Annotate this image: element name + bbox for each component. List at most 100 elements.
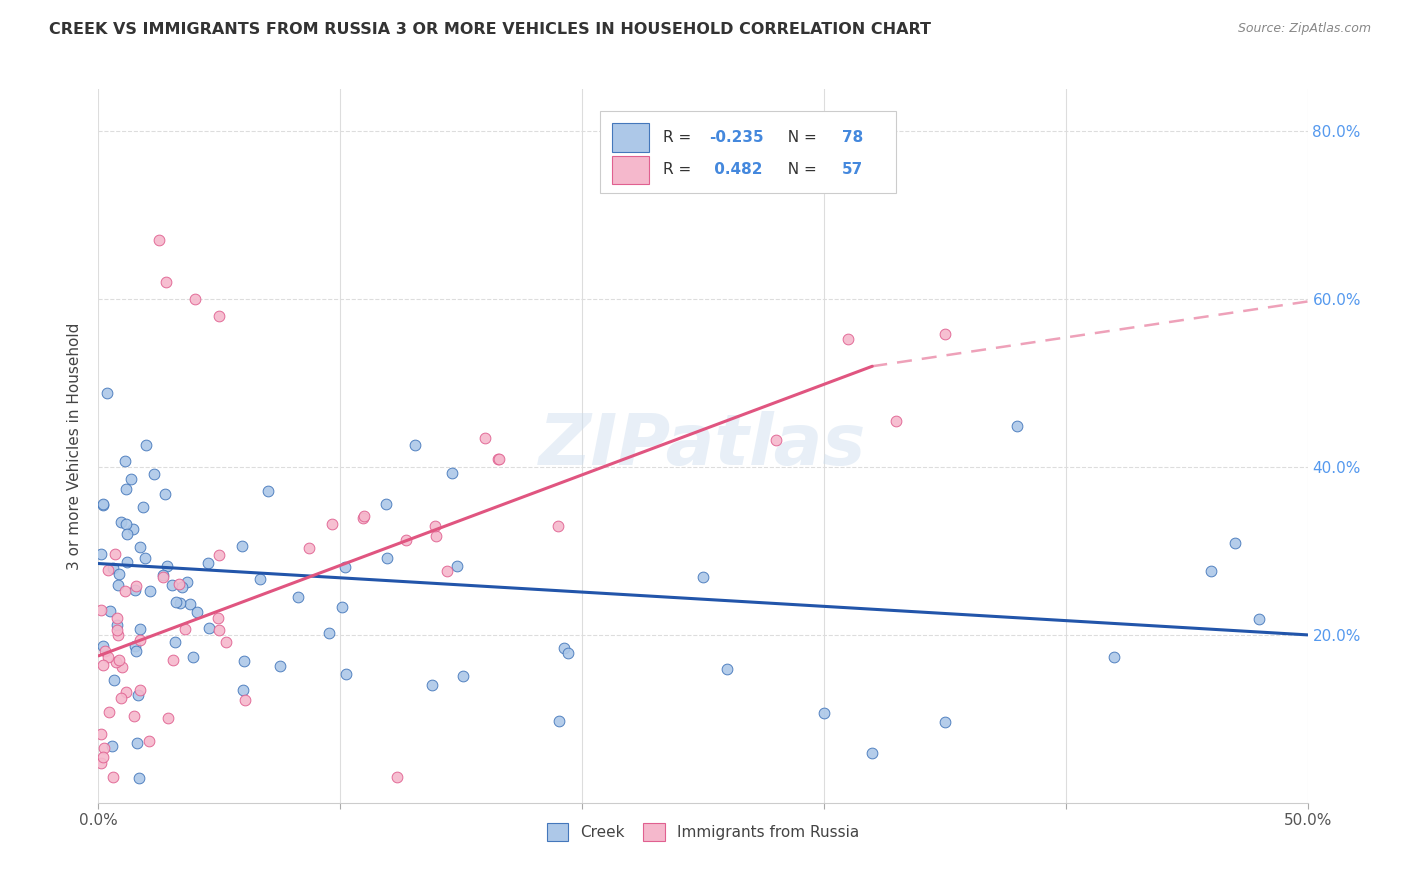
Point — [1249, 612, 1271, 626]
Point — [101, 561, 124, 575]
Point — [333, 560, 356, 574]
Point — [101, 739, 124, 753]
Point — [335, 667, 357, 681]
Point — [128, 771, 150, 785]
Point — [474, 431, 496, 445]
Point — [321, 516, 343, 531]
Point — [115, 684, 138, 698]
Point — [256, 483, 278, 498]
Point — [156, 559, 179, 574]
Point — [98, 705, 121, 719]
Point — [90, 727, 112, 741]
Text: ZIPatlas: ZIPatlas — [540, 411, 866, 481]
Point — [105, 655, 128, 669]
Point — [115, 482, 138, 496]
Point — [138, 733, 160, 747]
Point — [91, 658, 114, 673]
Point — [1223, 535, 1246, 549]
Point — [152, 570, 174, 584]
Point — [208, 548, 231, 562]
Point — [129, 541, 152, 555]
Point — [860, 746, 883, 760]
Point — [374, 497, 396, 511]
Text: 0.482: 0.482 — [709, 162, 762, 178]
Point — [127, 688, 149, 702]
Point — [176, 574, 198, 589]
Bar — [613, 123, 648, 152]
Point — [91, 498, 114, 512]
Point — [547, 519, 569, 533]
Point — [165, 595, 187, 609]
Text: -0.235: -0.235 — [709, 130, 763, 145]
Point — [207, 611, 229, 625]
Point — [108, 653, 131, 667]
Point — [179, 597, 201, 611]
Point — [352, 511, 374, 525]
Point — [152, 567, 174, 582]
Point — [181, 650, 204, 665]
Point — [298, 541, 321, 555]
Point — [198, 621, 221, 635]
Point — [207, 623, 229, 637]
Point — [91, 639, 114, 653]
Point — [129, 683, 152, 698]
Point — [117, 527, 139, 541]
Point — [249, 572, 271, 586]
Point — [160, 578, 183, 592]
Point — [90, 603, 112, 617]
Point — [716, 662, 738, 676]
Point — [120, 472, 142, 486]
Point — [122, 522, 145, 536]
Point — [135, 438, 157, 452]
Point — [184, 292, 207, 306]
Point — [232, 654, 254, 668]
FancyBboxPatch shape — [600, 111, 897, 193]
Point — [90, 756, 112, 770]
Point — [165, 635, 187, 649]
Point — [142, 467, 165, 482]
Point — [446, 558, 468, 573]
Point — [162, 653, 184, 667]
Point — [157, 711, 180, 725]
Point — [208, 309, 231, 323]
Text: 78: 78 — [842, 130, 863, 145]
Point — [96, 386, 118, 401]
Bar — [613, 155, 648, 184]
Point — [174, 622, 197, 636]
Point — [91, 750, 114, 764]
Point — [110, 660, 132, 674]
Point — [1199, 565, 1222, 579]
Point — [107, 578, 129, 592]
Point — [553, 640, 575, 655]
Point — [129, 623, 152, 637]
Point — [100, 604, 122, 618]
Point — [108, 566, 131, 581]
Point — [124, 639, 146, 653]
Point — [134, 551, 156, 566]
Point — [132, 500, 155, 514]
Point — [837, 332, 859, 346]
Point — [186, 605, 208, 619]
Point — [692, 570, 714, 584]
Point — [287, 590, 309, 604]
Point — [215, 635, 238, 649]
Point — [451, 669, 474, 683]
Point — [486, 451, 509, 466]
Point — [110, 690, 132, 705]
Point — [97, 649, 120, 664]
Point — [440, 466, 463, 480]
Text: N =: N = — [778, 162, 821, 178]
Point — [436, 564, 458, 578]
Y-axis label: 3 or more Vehicles in Household: 3 or more Vehicles in Household — [67, 322, 83, 570]
Point — [169, 595, 191, 609]
Point — [1007, 419, 1029, 434]
Point — [124, 582, 146, 597]
Point — [93, 740, 115, 755]
Point — [934, 714, 956, 729]
Point — [197, 556, 219, 570]
Point — [115, 516, 138, 531]
Point — [103, 673, 125, 687]
Point — [124, 643, 146, 657]
Point — [125, 579, 148, 593]
Point — [375, 551, 398, 566]
